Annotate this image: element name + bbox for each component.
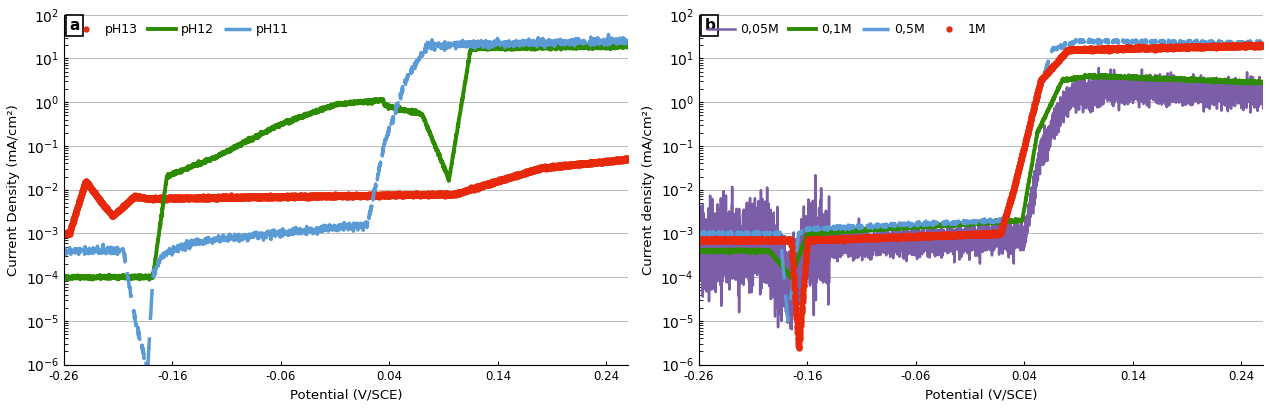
pH12 (56, 276, 71, 281)
pH11 (610, 38, 625, 42)
pH13 (273, 194, 288, 199)
pH13 (297, 193, 312, 198)
0,1M (1256, 80, 1270, 84)
pH13 (620, 156, 635, 161)
pH13 (549, 164, 564, 169)
0,5M (1256, 41, 1270, 46)
1M (932, 233, 947, 238)
0,5M (1245, 41, 1260, 46)
Line: pH11: pH11 (64, 35, 629, 365)
0,05M (908, 246, 923, 251)
0,1M (908, 224, 923, 228)
0,05M (1245, 93, 1260, 98)
pH11 (601, 32, 616, 37)
pH11 (154, 252, 169, 257)
0,5M (932, 221, 947, 226)
Line: 0,05M: 0,05M (698, 68, 1264, 328)
Line: 0,5M: 0,5M (698, 39, 1264, 321)
pH12 (582, 42, 597, 47)
pH12 (273, 121, 288, 126)
Line: 0,1M: 0,1M (698, 75, 1264, 278)
0,5M (908, 222, 923, 226)
Line: pH13: pH13 (61, 156, 630, 237)
pH11 (297, 229, 312, 234)
0,1M (784, 275, 799, 280)
0,5M (756, 232, 771, 237)
Text: a: a (70, 18, 80, 33)
1M (1256, 43, 1270, 48)
pH13 (61, 232, 76, 237)
0,1M (756, 248, 771, 253)
0,1M (1245, 80, 1260, 85)
1M (789, 318, 804, 323)
pH12 (621, 45, 636, 50)
0,5M (1184, 39, 1199, 44)
0,05M (932, 232, 947, 237)
0,05M (1256, 106, 1270, 111)
pH11 (56, 248, 71, 253)
0,5M (691, 230, 706, 235)
pH11 (549, 39, 564, 44)
1M (1253, 42, 1269, 47)
1M (1245, 43, 1260, 48)
pH11 (121, 276, 136, 281)
0,5M (780, 318, 795, 323)
pH12 (549, 44, 564, 49)
0,05M (691, 238, 706, 243)
0,1M (932, 223, 947, 228)
pH12 (142, 277, 157, 282)
Legend: pH13, pH12, pH11: pH13, pH12, pH11 (70, 21, 292, 39)
0,5M (1082, 37, 1097, 42)
pH12 (610, 44, 625, 49)
0,1M (1087, 72, 1102, 77)
pH13 (56, 232, 71, 237)
pH11 (137, 362, 152, 367)
Legend: 0,05M, 0,1M, 0,5M, 1M: 0,05M, 0,1M, 0,5M, 1M (705, 21, 989, 39)
Y-axis label: Current density (mA/cm²): Current density (mA/cm²) (641, 104, 655, 275)
1M (791, 345, 806, 350)
pH11 (273, 235, 288, 239)
0,05M (756, 222, 771, 227)
Y-axis label: Current Density (mA/cm²): Current Density (mA/cm²) (6, 104, 20, 275)
1M (1184, 44, 1199, 49)
pH12 (154, 213, 169, 217)
0,05M (1184, 85, 1199, 90)
0,5M (789, 246, 804, 251)
X-axis label: Potential (V/SCE): Potential (V/SCE) (925, 388, 1038, 401)
Text: b: b (705, 18, 715, 33)
pH13 (121, 200, 136, 204)
Line: 1M: 1M (696, 42, 1265, 350)
1M (756, 237, 771, 242)
pH13 (154, 196, 169, 201)
0,1M (789, 260, 804, 265)
1M (908, 234, 923, 239)
0,05M (782, 326, 798, 331)
pH12 (121, 276, 136, 281)
0,1M (691, 248, 706, 253)
pH13 (610, 157, 625, 162)
pH12 (297, 114, 312, 119)
0,05M (1091, 66, 1106, 71)
pH11 (621, 39, 636, 44)
Line: pH12: pH12 (64, 44, 629, 280)
1M (691, 237, 706, 242)
X-axis label: Potential (V/SCE): Potential (V/SCE) (290, 388, 403, 401)
0,1M (1184, 75, 1199, 80)
0,05M (789, 256, 804, 261)
pH13 (621, 156, 636, 161)
